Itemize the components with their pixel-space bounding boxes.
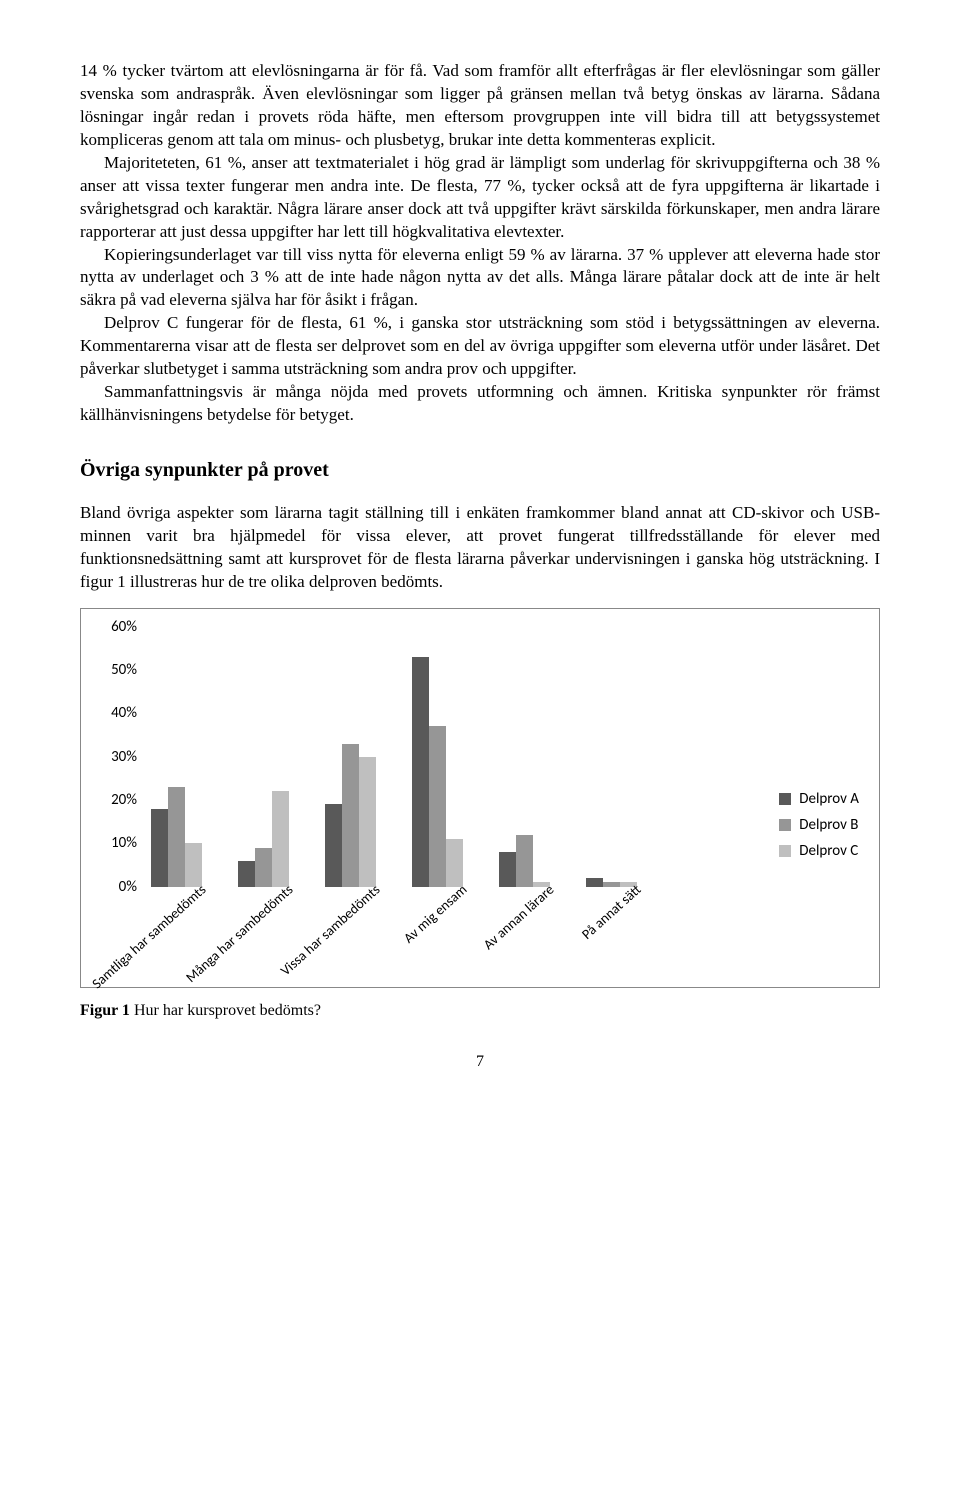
- chart-bar: [325, 804, 342, 886]
- paragraph-4: Delprov C fungerar för de flesta, 61 %, …: [80, 312, 880, 381]
- chart-legend-label: Delprov A: [799, 789, 859, 809]
- chart-bar: [272, 791, 289, 886]
- chart-legend-item: Delprov A: [779, 789, 859, 809]
- paragraph-1: 14 % tycker tvärtom att elevlösningarna …: [80, 60, 880, 152]
- figure-caption-label: Figur 1: [80, 1002, 130, 1019]
- chart-bar-group: [412, 657, 463, 887]
- chart-legend-label: Delprov C: [799, 841, 858, 861]
- figure-caption-text: Hur har kursprovet bedömts?: [130, 1002, 321, 1019]
- chart-bar: [429, 726, 446, 886]
- chart-legend-swatch: [779, 845, 791, 857]
- chart-y-tick: 10%: [95, 833, 137, 853]
- chart-y-tick: 50%: [95, 660, 137, 680]
- chart-container: 0%10%20%30%40%50%60% Samtliga har sambed…: [80, 608, 880, 988]
- chart-y-tick: 60%: [95, 617, 137, 637]
- chart-bar-group: [238, 791, 289, 886]
- chart-legend-item: Delprov B: [779, 815, 859, 835]
- chart-legend-item: Delprov C: [779, 841, 859, 861]
- page-number: 7: [80, 1051, 880, 1073]
- chart-bar: [412, 657, 429, 887]
- chart-y-tick: 40%: [95, 703, 137, 723]
- chart-bar-group: [325, 744, 376, 887]
- chart-plot-area: 0%10%20%30%40%50%60%: [141, 627, 685, 887]
- chart-bar-group: [151, 787, 202, 887]
- paragraph-5: Sammanfattningsvis är många nöjda med pr…: [80, 381, 880, 427]
- chart-bar: [342, 744, 359, 887]
- chart-legend: Delprov A Delprov B Delprov C: [779, 789, 859, 868]
- paragraph-2: Majoriteteten, 61 %, anser att textmater…: [80, 152, 880, 244]
- chart-x-labels: Samtliga har sambedömtsMånga har sambedö…: [127, 877, 699, 977]
- chart-bar: [359, 757, 376, 887]
- section-body: Bland övriga aspekter som lärarna tagit …: [80, 502, 880, 594]
- section-heading: Övriga synpunkter på provet: [80, 457, 880, 484]
- chart-legend-swatch: [779, 793, 791, 805]
- chart-bar: [168, 787, 185, 887]
- chart-y-tick: 30%: [95, 747, 137, 767]
- chart-bar: [151, 809, 168, 887]
- figure-caption: Figur 1 Hur har kursprovet bedömts?: [80, 1000, 880, 1022]
- paragraph-3: Kopieringsunderlaget var till viss nytta…: [80, 244, 880, 313]
- chart-legend-swatch: [779, 819, 791, 831]
- chart-legend-label: Delprov B: [799, 815, 858, 835]
- chart-y-tick: 20%: [95, 790, 137, 810]
